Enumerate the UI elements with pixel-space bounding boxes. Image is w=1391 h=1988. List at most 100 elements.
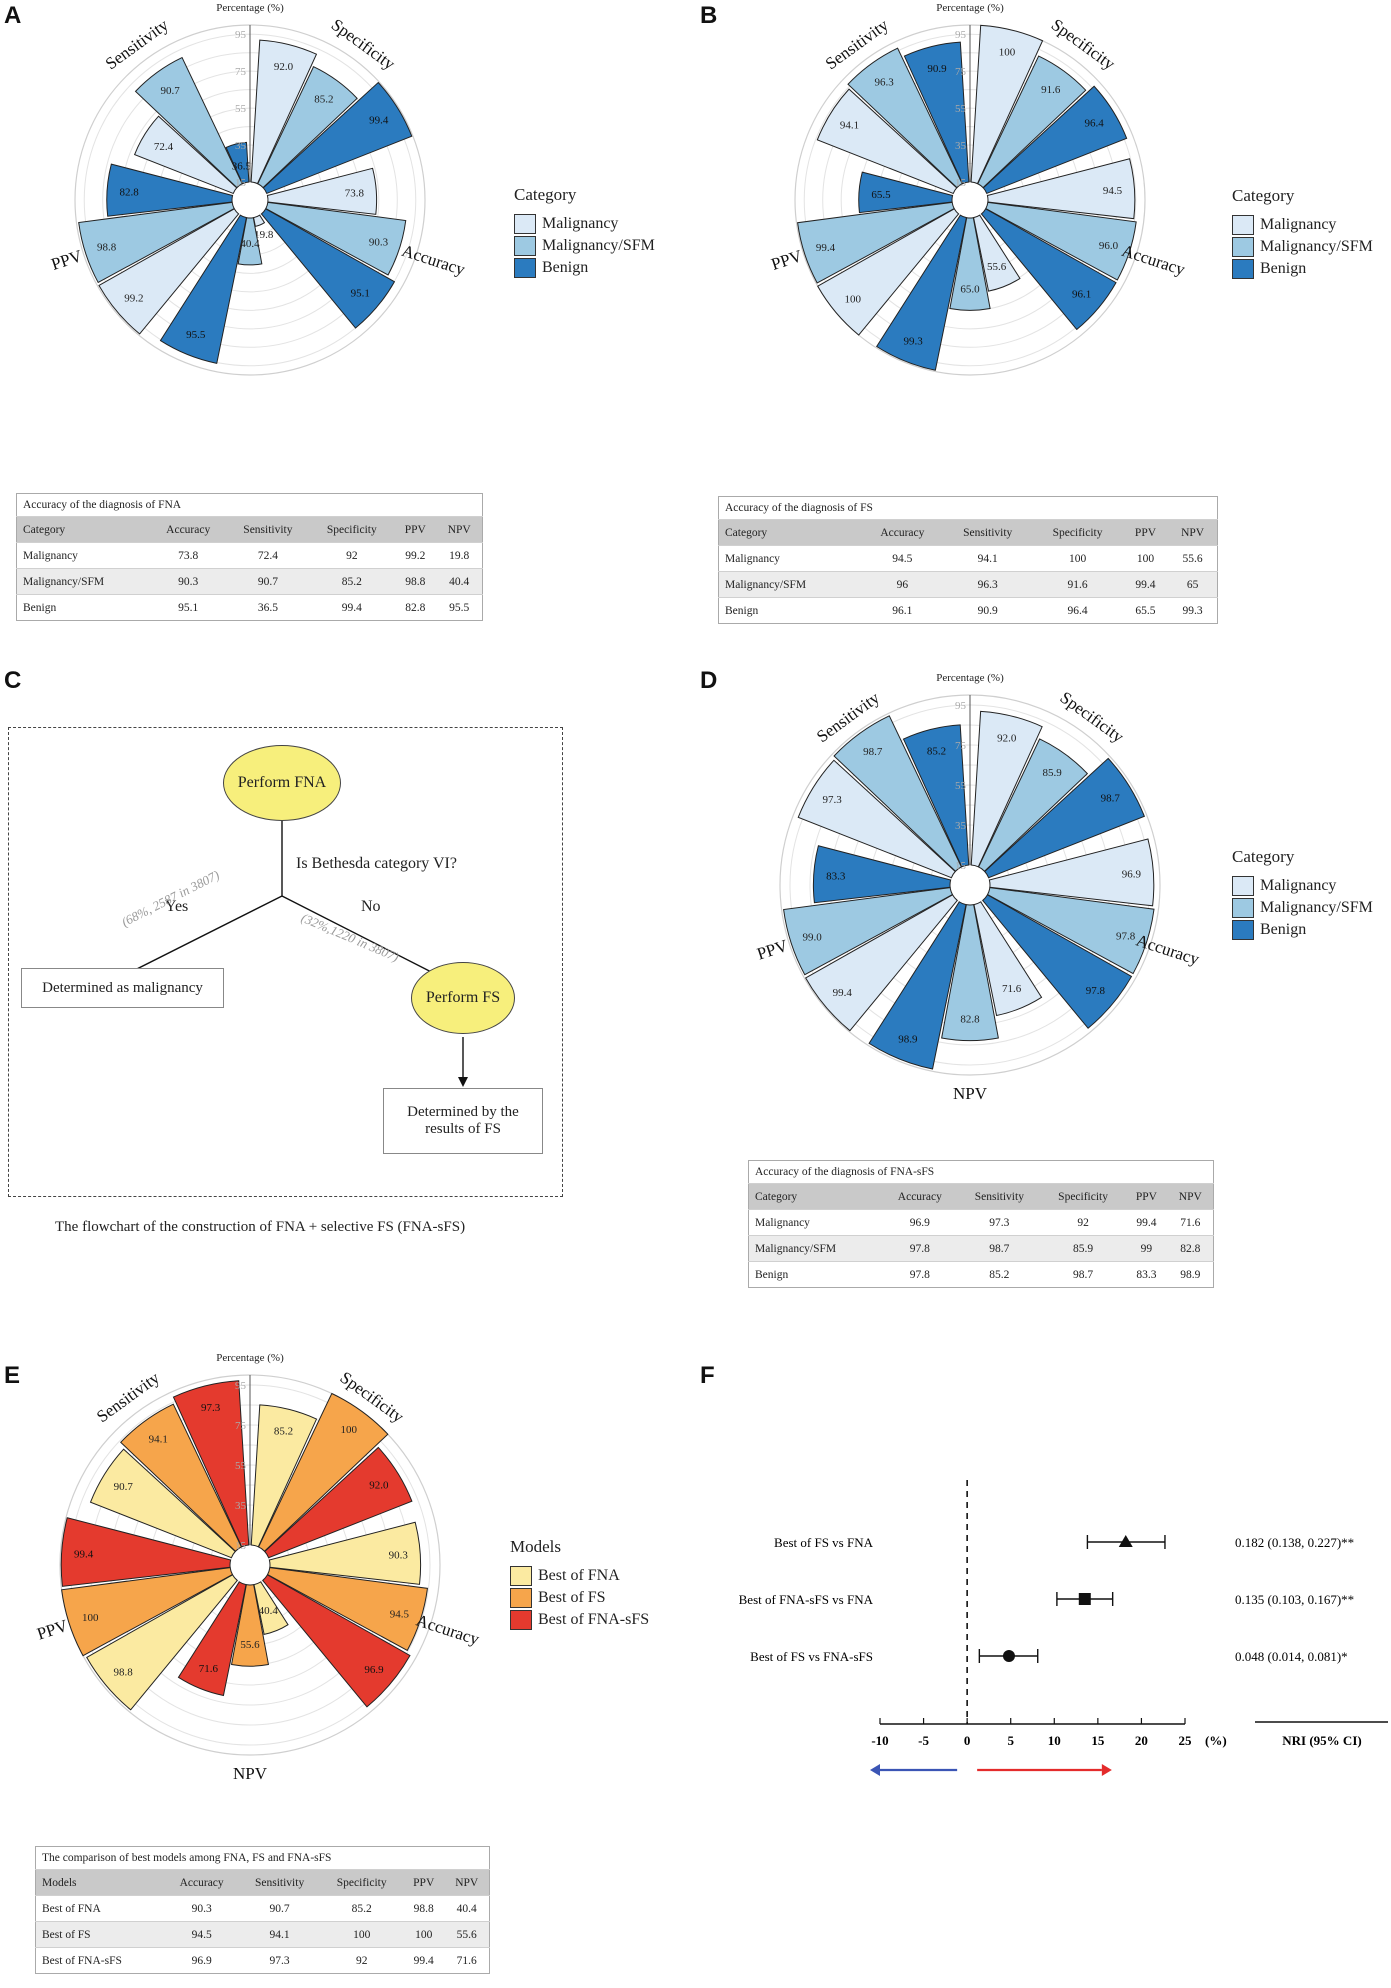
table-cell: 91.6 xyxy=(1032,571,1123,598)
bar-accuracy-2 xyxy=(260,208,396,329)
bar-sensitivity-0 xyxy=(89,1448,236,1559)
bar-value-label: 90.7 xyxy=(161,85,181,97)
category-label-accuracy: Accuracy xyxy=(399,241,467,279)
table-cell: 94.1 xyxy=(238,1921,321,1948)
row-label: Best of FS vs FNA-sFS xyxy=(750,1649,873,1664)
bar-value-label: 97.3 xyxy=(822,794,842,806)
bar-specificity-0 xyxy=(970,24,1044,185)
bar-ppv-0 xyxy=(86,1574,238,1711)
bar-specificity-2 xyxy=(264,1446,413,1559)
table-cell: 96 xyxy=(861,571,944,598)
bar-value-label: 97.3 xyxy=(201,1402,221,1414)
radial-tick-label: 35 xyxy=(235,1500,247,1512)
bar-accuracy-0 xyxy=(268,1521,422,1585)
table-cell: 94.5 xyxy=(861,545,944,572)
radial-tick-label: 75 xyxy=(235,66,247,78)
table-header: Accuracy xyxy=(164,1869,239,1896)
legend-swatch xyxy=(510,1610,532,1630)
category-label-accuracy: Accuracy xyxy=(414,1611,482,1649)
table-cell: 95.5 xyxy=(436,594,483,621)
table-cell: 100 xyxy=(1122,545,1169,572)
bar-value-label: 100 xyxy=(845,293,862,305)
bar-ppv-1 xyxy=(61,1567,234,1657)
legend-label: Benign xyxy=(542,259,589,276)
table-header-row: Category Accuracy Sensitivity Specificit… xyxy=(718,519,1218,546)
table-header: PPV xyxy=(1125,1183,1168,1210)
table-header-row: Models Accuracy Sensitivity Specificity … xyxy=(35,1869,490,1896)
bar-value-label: 98.8 xyxy=(97,242,117,254)
table-cell: 85.9 xyxy=(1041,1235,1126,1262)
bar-value-label: 99.2 xyxy=(124,292,143,304)
radial-axis-title: Percentage (%) xyxy=(936,672,1004,684)
table-cell: Benign xyxy=(718,597,862,624)
bar-ppv-1 xyxy=(797,201,955,284)
estimate-marker-circle xyxy=(1002,1650,1015,1662)
fs-result-box: Determined by the results of FS xyxy=(383,1088,543,1154)
legend-item: Best of FNA-sFS xyxy=(510,1609,649,1631)
table-cell: 99.4 xyxy=(1122,571,1169,598)
table-cell: 73.8 xyxy=(150,542,227,569)
bar-value-label: 19.8 xyxy=(254,229,274,241)
bar-npv-1 xyxy=(949,217,991,311)
category-label-specificity: Specificity xyxy=(1057,688,1128,747)
flowchart-caption: The flowchart of the construction of FNA… xyxy=(55,1219,466,1235)
x-tick-label: 0 xyxy=(964,1733,971,1748)
bar-specificity-1 xyxy=(977,738,1089,872)
bar-specificity-2 xyxy=(984,757,1146,879)
polar-chart-e: 85.2 100 92.0 90.3 94.5 96.9 40.4 55.6 71.6 98.8 1… xyxy=(35,1352,482,1783)
bar-value-label: 94.1 xyxy=(840,120,859,132)
bar-value-label: 100 xyxy=(999,47,1016,59)
table-cell: 36.5 xyxy=(226,594,310,621)
bar-value-label: 90.3 xyxy=(369,237,389,249)
bar-npv-0 xyxy=(973,901,1043,1017)
bar-specificity-1 xyxy=(977,55,1087,189)
table-header: PPV xyxy=(1122,519,1169,546)
bar-sensitivity-2 xyxy=(902,724,970,868)
bar-accuracy-1 xyxy=(265,201,407,276)
table-header: Accuracy xyxy=(150,516,227,543)
bar-value-label: 36.5 xyxy=(232,160,252,172)
table-cell: 92 xyxy=(1041,1209,1126,1236)
bar-value-label: 99.4 xyxy=(74,1548,94,1560)
table-row: Malignancy/SFM 90.3 90.7 85.2 98.8 40.4 xyxy=(16,568,483,595)
perform-fs-node: Perform FS xyxy=(411,962,515,1034)
bar-sensitivity-0 xyxy=(797,759,956,879)
legend-swatch xyxy=(510,1566,532,1586)
legend-label: Best of FNA xyxy=(538,1567,620,1584)
radial-tick-label: 75 xyxy=(955,740,967,752)
table-cell: 98.8 xyxy=(402,1895,445,1922)
radial-tick-label: 55 xyxy=(955,780,967,792)
no-arrow xyxy=(281,895,451,982)
bar-value-label: 90.7 xyxy=(114,1481,134,1493)
bar-value-label: 71.6 xyxy=(199,1663,219,1675)
bar-value-label: 98.8 xyxy=(114,1666,134,1678)
legend-b: Category Malignancy Malignancy/SFM Benig… xyxy=(1232,186,1373,280)
bar-ppv-0 xyxy=(817,208,960,336)
bar-value-label: 99.4 xyxy=(833,987,853,999)
table-header: Category xyxy=(16,516,151,543)
panel-label-c: C xyxy=(4,667,22,694)
table-cell: 55.6 xyxy=(1168,545,1218,572)
bar-specificity-0 xyxy=(250,1404,318,1548)
table-cell: 99.4 xyxy=(309,594,395,621)
table-title: Accuracy of the diagnosis of FS xyxy=(718,496,1218,519)
table-cell: 98.9 xyxy=(1167,1261,1214,1288)
bar-value-label: 99.0 xyxy=(802,931,822,943)
bar-value-label: 85.2 xyxy=(927,746,946,758)
bar-npv-0 xyxy=(972,214,1021,292)
bar-value-label: 96.9 xyxy=(364,1664,384,1676)
table-cell: 92 xyxy=(309,542,395,569)
radial-tick-label: 95 xyxy=(235,1380,247,1392)
bar-value-label: 94.1 xyxy=(149,1434,168,1446)
category-label-npv: NPV xyxy=(233,384,268,385)
table-row: Benign 97.8 85.2 98.7 83.3 98.9 xyxy=(748,1261,1214,1288)
table-header: NPV xyxy=(1167,1183,1214,1210)
better-arrow-head xyxy=(1101,1764,1112,1776)
bar-value-label: 82.8 xyxy=(119,187,139,199)
fs-result-line2: results of FS xyxy=(425,1121,501,1137)
bar-specificity-2 xyxy=(262,81,413,195)
bar-specificity-1 xyxy=(257,66,358,189)
polar-chart-b: 100 91.6 96.4 94.5 96.0 96.1 55.6 65.0 99.3 100 99… xyxy=(769,2,1188,385)
bar-accuracy-1 xyxy=(986,887,1155,975)
table-cell: 85.2 xyxy=(957,1261,1041,1288)
